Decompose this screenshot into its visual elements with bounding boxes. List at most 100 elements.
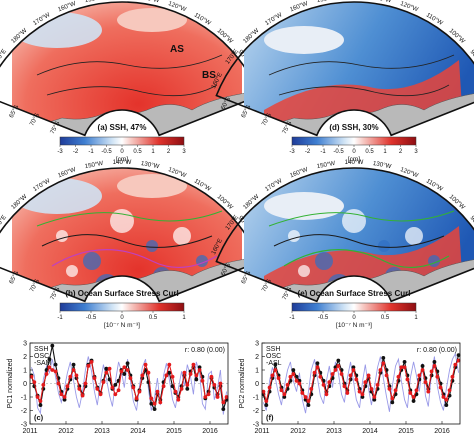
data-point-ssh — [170, 384, 175, 389]
curl-speckle — [378, 240, 390, 252]
map-frame — [215, 167, 474, 303]
series-line-index — [31, 356, 228, 415]
data-point-osc — [191, 362, 196, 367]
data-point-osc — [279, 388, 284, 393]
data-point-osc — [173, 389, 178, 394]
longitude-label: 130°W — [372, 160, 392, 170]
colorbar-tick-label: 3 — [414, 149, 418, 155]
x-tick-label: 2013 — [326, 428, 342, 435]
curl-speckle — [173, 227, 191, 245]
data-point-osc — [218, 381, 223, 386]
data-point-osc — [224, 395, 229, 399]
y-tick-label: 0 — [255, 381, 259, 388]
y-tick-label: -2 — [21, 408, 27, 415]
time-series-(c): -3 -2 -1 0 1 2 3 2011 2012 2013 2014 2015 2016 PC1 no… — [7, 341, 229, 435]
longitude-label: 130°W — [140, 0, 160, 4]
data-point-osc — [378, 368, 383, 372]
longitude-label: 150°W — [316, 160, 336, 170]
data-point-osc — [170, 374, 175, 379]
map-panels: 160°E170°E180°W170°W160°W150°W140°W130°W… — [0, 0, 474, 329]
data-point-osc — [294, 378, 299, 383]
data-point-osc — [372, 395, 377, 399]
data-point-osc — [32, 380, 37, 385]
map-frame — [0, 1, 261, 137]
data-point-osc — [110, 385, 115, 390]
longitude-label: 150°W — [316, 0, 336, 4]
data-point-osc — [360, 392, 365, 397]
data-point-ssh — [291, 368, 296, 372]
sea-surface-contour — [36, 54, 223, 76]
data-point-osc — [441, 395, 446, 399]
data-point-osc — [273, 368, 278, 372]
data-point-ssh — [194, 377, 199, 382]
data-point-osc — [387, 387, 392, 391]
overlay-contour — [36, 210, 223, 227]
colorbar-tick-label: 1 — [383, 149, 387, 155]
data-point-ssh — [149, 401, 154, 406]
data-point-osc — [134, 396, 139, 401]
colorbar-tick-label: 0.5 — [365, 149, 374, 155]
weak-anomaly-patch — [117, 8, 187, 32]
overlay-contour — [283, 249, 450, 269]
y-tick-label: -1 — [21, 395, 27, 402]
curl-speckle — [83, 252, 101, 270]
x-tick-label: 2012 — [290, 428, 306, 435]
data-point-osc — [429, 369, 434, 374]
sea-surface-contour — [46, 84, 218, 97]
data-point-osc — [423, 380, 428, 385]
data-point-osc — [35, 395, 40, 399]
data-point-osc — [444, 397, 449, 402]
front-contour — [273, 234, 445, 248]
data-point-osc — [179, 387, 184, 391]
data-point-osc — [315, 365, 320, 370]
data-point-osc — [420, 368, 425, 372]
data-point-osc — [53, 369, 58, 374]
data-point-osc — [131, 385, 136, 390]
data-point-osc — [357, 389, 362, 394]
data-point-osc — [348, 373, 353, 378]
sea-surface-contour — [278, 84, 450, 97]
data-point-osc — [291, 372, 296, 376]
data-point-ssh — [167, 370, 172, 375]
colorbar-tick-label: -0.5 — [101, 149, 112, 155]
longitude-label: 130°W — [140, 160, 160, 170]
y-tick-label: -1 — [253, 395, 259, 402]
colorbar-unit: [cm] — [116, 156, 128, 163]
curl-speckle — [66, 265, 78, 277]
data-point-ssh — [71, 362, 76, 367]
colorbar-tick-label: -1 — [88, 149, 94, 155]
data-point-ssh — [185, 387, 190, 391]
y-tick-label: -3 — [253, 422, 259, 429]
data-point-osc — [264, 399, 269, 403]
data-point-osc — [297, 381, 302, 386]
data-point-osc — [185, 382, 190, 387]
data-point-ssh — [351, 365, 356, 370]
data-point-osc — [393, 388, 398, 393]
data-point-osc — [375, 382, 380, 387]
data-point-osc — [155, 389, 160, 394]
colorbar-tick-label: 0 — [120, 315, 124, 321]
data-point-ssh — [432, 360, 437, 364]
data-point-ssh — [221, 407, 226, 412]
colorbar-tick-label: -0.5 — [86, 315, 97, 321]
data-point-osc — [261, 389, 266, 394]
colorbar-tick-label: 2 — [399, 149, 403, 155]
data-point-osc — [215, 395, 220, 399]
data-point-osc — [143, 362, 148, 367]
x-tick-label: 2014 — [130, 428, 146, 435]
data-point-osc — [414, 388, 419, 393]
colorbar — [291, 302, 417, 312]
y-tick-label: 3 — [255, 341, 259, 348]
longitude-label: 170°E — [0, 214, 8, 232]
data-point-osc — [146, 370, 151, 375]
time-series-(f): -3 -2 -1 0 1 2 3 2011 2012 2013 2014 2015 2016 PC2 no… — [239, 341, 461, 435]
data-point-osc — [83, 381, 88, 386]
y-axis-label: PC1 normalized — [7, 358, 14, 408]
data-point-osc — [188, 372, 193, 376]
data-point-ssh — [372, 397, 377, 402]
data-point-osc — [267, 385, 272, 390]
data-point-osc — [438, 385, 443, 390]
curl-speckle — [288, 230, 300, 242]
longitude-label: 130°W — [372, 0, 392, 4]
curl-speckle — [405, 227, 423, 245]
